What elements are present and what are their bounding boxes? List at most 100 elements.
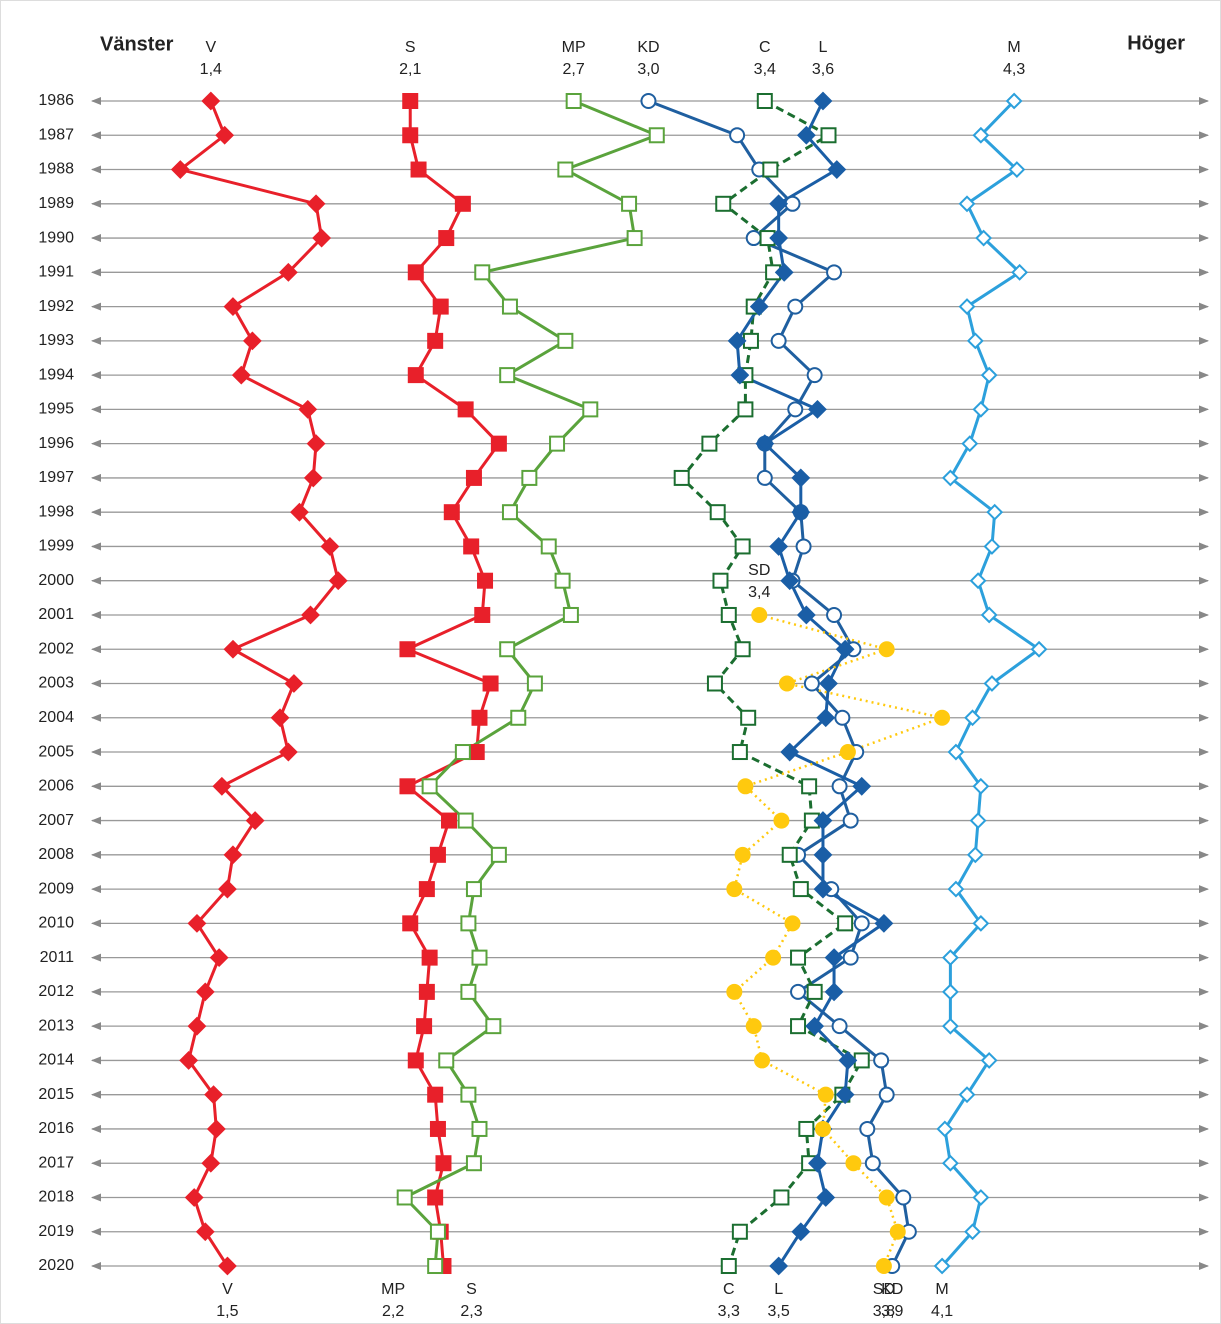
point xyxy=(790,949,807,966)
point xyxy=(813,845,833,865)
point xyxy=(477,572,494,589)
point xyxy=(816,1188,836,1207)
point xyxy=(231,365,251,385)
start-label: 4,3 xyxy=(1003,61,1025,78)
point xyxy=(706,675,723,692)
point xyxy=(1008,161,1026,178)
point xyxy=(731,1223,748,1240)
point xyxy=(751,606,768,623)
point xyxy=(773,812,790,829)
point xyxy=(958,1086,976,1104)
y-tick-label: 1997 xyxy=(38,469,74,486)
point xyxy=(463,538,480,555)
point xyxy=(223,297,243,317)
point xyxy=(223,845,243,865)
point xyxy=(421,778,438,795)
point xyxy=(184,1188,204,1207)
series-label: SD xyxy=(748,562,770,579)
point xyxy=(726,983,743,1000)
point xyxy=(206,1119,226,1139)
point xyxy=(465,881,482,898)
point xyxy=(499,641,516,658)
point xyxy=(429,1120,446,1137)
point xyxy=(465,1155,482,1172)
point xyxy=(824,948,844,968)
end-label: 2,2 xyxy=(382,1303,404,1320)
point xyxy=(510,709,527,726)
point xyxy=(780,742,800,762)
series-label: KD xyxy=(637,39,659,56)
y-tick-label: 1988 xyxy=(38,161,74,178)
point xyxy=(521,469,538,486)
point xyxy=(640,93,657,109)
start-label: 1,4 xyxy=(200,61,222,78)
point xyxy=(460,983,477,1000)
point xyxy=(673,469,690,486)
point xyxy=(801,778,818,795)
point xyxy=(864,1155,881,1172)
y-tick-label: 2003 xyxy=(38,675,74,692)
point xyxy=(432,298,449,315)
y-tick-label: 2007 xyxy=(38,812,74,829)
point xyxy=(223,639,243,659)
end-label: 3,3 xyxy=(718,1303,740,1320)
point xyxy=(312,228,332,248)
point xyxy=(485,1018,502,1035)
point xyxy=(934,709,951,726)
point xyxy=(407,1052,424,1069)
series-label: S xyxy=(466,1281,477,1298)
series-label: MP xyxy=(381,1281,405,1298)
end-label: 2,3 xyxy=(460,1303,482,1320)
point xyxy=(983,538,1001,555)
y-tick-label: 2005 xyxy=(38,743,74,760)
y-tick-label: 2020 xyxy=(38,1257,74,1274)
end-label: 3,9 xyxy=(881,1303,903,1320)
series-label: MP xyxy=(562,39,586,56)
y-tick-label: 1994 xyxy=(38,366,74,383)
point xyxy=(460,1086,477,1103)
series-label: C xyxy=(759,39,771,56)
point xyxy=(474,606,491,623)
point xyxy=(540,538,557,555)
y-tick-label: 2018 xyxy=(38,1189,74,1206)
point xyxy=(727,331,747,351)
point xyxy=(399,778,416,795)
point xyxy=(986,503,1004,521)
point xyxy=(278,262,298,282)
point xyxy=(787,401,804,418)
series-label: V xyxy=(222,1281,233,1298)
point xyxy=(878,641,895,658)
point xyxy=(780,571,800,591)
point xyxy=(969,572,987,590)
point xyxy=(734,538,751,555)
point xyxy=(773,1189,790,1206)
y-tick-label: 1987 xyxy=(38,126,74,143)
y-tick-label: 2019 xyxy=(38,1223,74,1240)
series-label: S xyxy=(405,39,416,56)
right-label: Höger xyxy=(1127,32,1185,54)
point xyxy=(320,537,340,556)
point xyxy=(958,298,976,316)
point xyxy=(795,538,812,555)
point xyxy=(842,949,859,966)
point xyxy=(972,126,990,144)
point xyxy=(621,195,638,212)
point xyxy=(790,1018,807,1035)
point xyxy=(781,846,798,863)
point xyxy=(298,399,318,419)
left-label: Vänster xyxy=(100,33,174,55)
point xyxy=(557,332,574,349)
point xyxy=(471,709,488,726)
point xyxy=(826,264,843,281)
point xyxy=(402,915,419,932)
point xyxy=(778,675,795,692)
point xyxy=(852,776,872,796)
point xyxy=(875,1258,892,1275)
point xyxy=(966,846,984,864)
point xyxy=(457,812,474,829)
point xyxy=(769,228,789,248)
point xyxy=(427,1258,444,1275)
point xyxy=(427,1189,444,1206)
point xyxy=(457,401,474,418)
